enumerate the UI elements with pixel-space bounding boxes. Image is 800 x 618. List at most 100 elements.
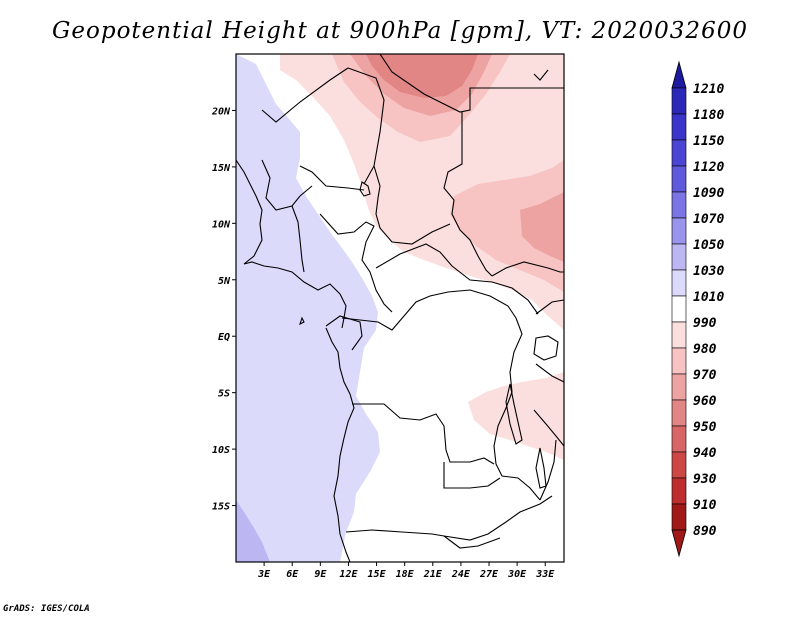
colorbar-label: 1150 bbox=[693, 134, 724, 149]
colorbar-segment bbox=[671, 139, 687, 167]
border-mali-burkina bbox=[261, 159, 313, 211]
lat-tick-label: 15N bbox=[212, 163, 231, 174]
lon-tick-label: 12E bbox=[339, 569, 358, 580]
colorbar-segment bbox=[671, 87, 687, 115]
colorbar-label: 930 bbox=[693, 472, 717, 487]
lat-tick-label: 10S bbox=[212, 445, 230, 456]
lake-chad bbox=[359, 181, 371, 197]
colorbar-label: 940 bbox=[693, 446, 717, 461]
lat-tick-label: 15S bbox=[212, 502, 230, 513]
colorbar-segment bbox=[671, 243, 687, 271]
colorbar-segment bbox=[671, 451, 687, 479]
chart-title: Geopotential Height at 900hPa [gpm], VT:… bbox=[52, 18, 748, 44]
lon-tick-label: 24E bbox=[451, 569, 471, 580]
lake-tanganyika bbox=[505, 383, 523, 445]
colorbar-label: 1210 bbox=[693, 82, 724, 97]
border-ghana-togo bbox=[291, 205, 305, 273]
border-libya-sudan bbox=[443, 112, 493, 277]
border-niger-nigeria bbox=[299, 165, 365, 191]
lon-axis: 3E 6E 9E 12E 15E 18E 21E 24E 27E 30E 33E bbox=[257, 562, 555, 580]
border-tanzania-mozambique bbox=[533, 409, 564, 447]
lon-tick-label: 30E bbox=[507, 569, 527, 580]
lat-tick-label: 5N bbox=[218, 276, 231, 287]
colorbar-segment bbox=[671, 503, 687, 531]
field-960-970-east bbox=[520, 192, 564, 262]
field-1030-1050 bbox=[236, 500, 270, 562]
border-mauritania-mali bbox=[261, 67, 349, 123]
border-sudan-southsudan bbox=[491, 261, 564, 277]
lake-victoria bbox=[533, 335, 559, 361]
field-950-960 bbox=[366, 54, 478, 98]
lon-tick-label: 15E bbox=[368, 569, 387, 580]
field-970-980-east bbox=[450, 160, 564, 292]
border-libya-egypt bbox=[379, 54, 564, 113]
country-borders bbox=[236, 54, 564, 562]
lon-tick-label: 33E bbox=[535, 569, 555, 580]
map-frame bbox=[235, 53, 565, 563]
border-congo-drc bbox=[341, 289, 517, 331]
colorbar-label: 1010 bbox=[693, 290, 724, 305]
colorbar-label: 950 bbox=[693, 420, 717, 435]
border-algeria-libya bbox=[347, 67, 385, 185]
colorbar-label: 1050 bbox=[693, 238, 724, 253]
lon-tick-label: 18E bbox=[396, 569, 415, 580]
colorbar-segment bbox=[671, 321, 687, 349]
colorbar-label: 990 bbox=[693, 316, 717, 331]
lon-tick-label: 9E bbox=[314, 569, 327, 580]
border-angola-zambia bbox=[443, 462, 501, 489]
lat-tick-label: 20N bbox=[211, 106, 231, 117]
colorbar-segment bbox=[671, 399, 687, 427]
coastline-west-africa bbox=[236, 159, 347, 329]
lon-tick-label: 21E bbox=[423, 569, 443, 580]
border-angola-drc bbox=[352, 403, 495, 465]
colorbar-segment bbox=[671, 295, 687, 323]
colorbar-bottom-arrow bbox=[671, 529, 687, 558]
coastline-central-africa bbox=[325, 327, 355, 562]
lat-tick-label: 5S bbox=[218, 389, 230, 400]
coastline-red-sea bbox=[533, 69, 549, 81]
colorbar-top-arrow bbox=[671, 60, 687, 89]
border-drc-east bbox=[493, 317, 541, 501]
colorbar-segment bbox=[671, 425, 687, 453]
field-1010-1030 bbox=[236, 54, 380, 562]
colorbar-label: 960 bbox=[693, 394, 717, 409]
colorbar-segment bbox=[671, 113, 687, 141]
colorbar-label: 1070 bbox=[693, 212, 724, 227]
colorbar-label: 1090 bbox=[693, 186, 724, 201]
colorbar-label: 1030 bbox=[693, 264, 724, 279]
border-zambia-zimbabwe bbox=[443, 495, 553, 541]
colorbar-label: 910 bbox=[693, 498, 717, 513]
field-980-990 bbox=[280, 54, 564, 330]
colorbar-segment bbox=[671, 347, 687, 375]
colorbar-segment bbox=[671, 217, 687, 245]
colorbar-label: 980 bbox=[693, 342, 717, 357]
colorbar-segment bbox=[671, 477, 687, 505]
border-kenya-tanzania bbox=[535, 363, 564, 383]
colorbar-label: 970 bbox=[693, 368, 717, 383]
lat-axis: 20N 15N 10N 5N EQ 5S 10S 15S bbox=[211, 106, 236, 513]
border-angola-namibia bbox=[345, 529, 445, 537]
colorbar-segment bbox=[671, 191, 687, 219]
colorbar-label: 890 bbox=[693, 524, 717, 539]
grads-credit: GrADS: IGES/COLA bbox=[3, 604, 90, 614]
field-980-990-south bbox=[468, 372, 564, 460]
colorbar-label: 1120 bbox=[693, 160, 724, 175]
border-uganda-kenya bbox=[535, 299, 564, 315]
lon-tick-label: 6E bbox=[286, 569, 299, 580]
colorbar-segment bbox=[671, 269, 687, 297]
colorbar-segment bbox=[671, 165, 687, 193]
border-nigeria-cameroon bbox=[319, 213, 393, 313]
border-mozambique bbox=[539, 439, 557, 501]
island-sao-tome bbox=[299, 316, 305, 326]
border-chad-niger bbox=[373, 165, 451, 245]
border-botswana bbox=[443, 535, 501, 549]
colorbar: 1210 1180 1150 1120 1090 1070 1050 1030 1010 990 9… bbox=[671, 60, 724, 558]
lon-tick-label: 3E bbox=[257, 569, 271, 580]
border-car bbox=[375, 243, 539, 315]
contour-fields bbox=[236, 54, 564, 562]
lat-tick-label: 10N bbox=[212, 219, 231, 230]
colorbar-label: 1180 bbox=[693, 108, 724, 123]
border-gabon bbox=[325, 315, 363, 351]
lat-tick-label: EQ bbox=[218, 332, 230, 343]
